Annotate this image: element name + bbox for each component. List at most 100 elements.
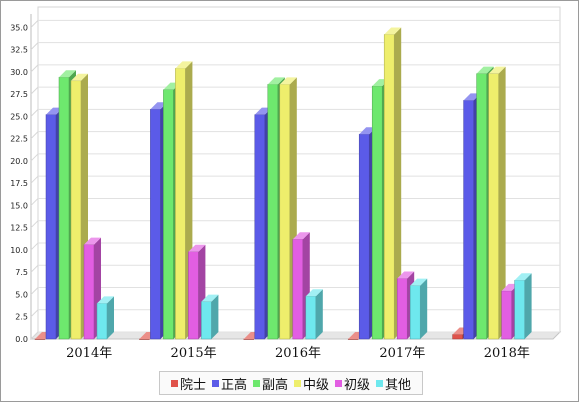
- bar-top-5-3: [410, 278, 428, 286]
- gridline-slant: [30, 309, 39, 318]
- bar-2-2: [267, 84, 279, 340]
- legend-label: 院士: [179, 377, 206, 393]
- legend-label: 初级: [344, 377, 371, 393]
- y-tick-label: 27.5: [10, 90, 28, 99]
- bar-4-0: [83, 244, 95, 340]
- legend-item: 正高: [211, 374, 247, 393]
- legend-swatch: [211, 379, 219, 387]
- bar-3-4: [488, 73, 499, 340]
- bar-2-4: [476, 73, 487, 340]
- gridline-slant: [30, 64, 39, 73]
- legend-swatch: [294, 379, 301, 387]
- legend-item: 院士: [170, 374, 206, 393]
- gridline-slant: [30, 220, 39, 229]
- bar-2-3: [371, 85, 383, 340]
- y-tick-label: 15.0: [10, 201, 28, 210]
- bar-top-5-2: [305, 289, 323, 297]
- legend-swatch: [252, 379, 260, 387]
- legend-label: 其他: [385, 377, 412, 393]
- bar-1-0: [45, 114, 57, 340]
- bar-side-5-2: [315, 289, 323, 339]
- gridline-slant: [30, 20, 39, 28]
- bar-top-4-3: [397, 271, 415, 279]
- legend-item: 副高: [252, 374, 288, 393]
- y-tick-label: 22.5: [10, 135, 28, 144]
- bar-4-1: [188, 251, 199, 340]
- y-tick-label: 20.0: [10, 157, 28, 166]
- bar-side-5-1: [211, 294, 219, 339]
- y-tick-label: 25.0: [10, 112, 28, 121]
- bar-top-4-2: [292, 232, 310, 240]
- bar-top-2-2: [267, 77, 285, 85]
- bar-1-1: [150, 109, 161, 340]
- bar-2-1: [163, 89, 174, 340]
- legend-item: 中级: [294, 374, 329, 393]
- bar-top-2-0: [59, 70, 76, 78]
- bar-4-4: [501, 290, 512, 340]
- legend-swatch: [170, 379, 178, 387]
- y-tick-label: 2.5: [15, 313, 28, 322]
- gridline-slant: [30, 109, 39, 117]
- x-tick-label: 2015年: [171, 346, 217, 361]
- bar-5-1: [201, 301, 212, 340]
- x-tick-label: 2018年: [484, 346, 530, 361]
- legend-item: 其他: [376, 374, 411, 393]
- bar-0-3: [347, 338, 359, 340]
- bar-top-3-2: [279, 77, 297, 85]
- y-axis: 0.0 2.5 5.0 7.5 10.0 12.5 15.0 17.5 20.0 22.5 25.0…: [10, 23, 28, 344]
- bar-top-5-0: [97, 296, 114, 304]
- gridline-slant: [30, 287, 39, 295]
- y-tick-label: 0.0: [15, 335, 28, 344]
- bar-top-3-4: [488, 66, 506, 74]
- bar-side-3-4: [498, 66, 506, 339]
- bar-4-2: [292, 239, 304, 340]
- bar-0-0: [34, 338, 46, 340]
- bar-top-2-4: [476, 66, 494, 74]
- bar-top-5-1: [201, 294, 219, 302]
- y-tick-label: 35.0: [10, 23, 28, 32]
- bar-5-0: [96, 303, 108, 340]
- bar-5-2: [305, 296, 317, 340]
- bar-side-5-3: [420, 278, 428, 339]
- gridline-slant: [30, 175, 39, 184]
- legend-swatch: [376, 379, 384, 387]
- gridline-slant: [30, 331, 39, 340]
- legend-label: 副高: [261, 377, 288, 393]
- bar-1-3: [358, 133, 370, 340]
- y-tick-label: 10.0: [10, 246, 28, 255]
- bar-top-3-0: [71, 73, 88, 81]
- gridline-slant: [30, 198, 39, 206]
- bar-5-4: [514, 279, 525, 340]
- gridline-slant: [30, 131, 39, 140]
- bar-side-3-3: [394, 27, 402, 339]
- gridline-slant: [30, 42, 39, 50]
- x-tick-label: 2017年: [379, 346, 425, 361]
- bars-layer: [34, 27, 532, 340]
- bar-top-4-1: [188, 244, 206, 252]
- bar-3-2: [279, 84, 291, 340]
- bar-0-1: [139, 338, 150, 340]
- legend-label: 正高: [220, 377, 247, 393]
- bar-3-3: [383, 34, 395, 340]
- bar-top-4-0: [84, 237, 101, 245]
- x-axis: 2014年 2015年 2016年 2017年 2018年: [66, 346, 530, 361]
- y-tick-label: 17.5: [10, 179, 28, 188]
- gridline-slant: [30, 264, 39, 273]
- y-tick-label: 32.5: [10, 46, 28, 55]
- y-tick-label: 30.0: [10, 68, 28, 77]
- bar-side-5-0: [107, 296, 114, 339]
- y-tick-label: 5.0: [15, 290, 28, 299]
- legend-swatch: [335, 379, 343, 387]
- bar-top-3-3: [384, 27, 402, 35]
- bar-3-0: [70, 80, 82, 340]
- bar-1-4: [463, 100, 474, 340]
- y-tick-label: 12.5: [10, 224, 28, 233]
- legend-item: 初级: [335, 374, 370, 393]
- gridline-slant: [30, 242, 39, 251]
- gridline-slant: [30, 153, 39, 162]
- y-tick-label: 7.5: [15, 268, 28, 277]
- legend-label: 中级: [303, 377, 330, 393]
- bar-5-3: [409, 285, 421, 340]
